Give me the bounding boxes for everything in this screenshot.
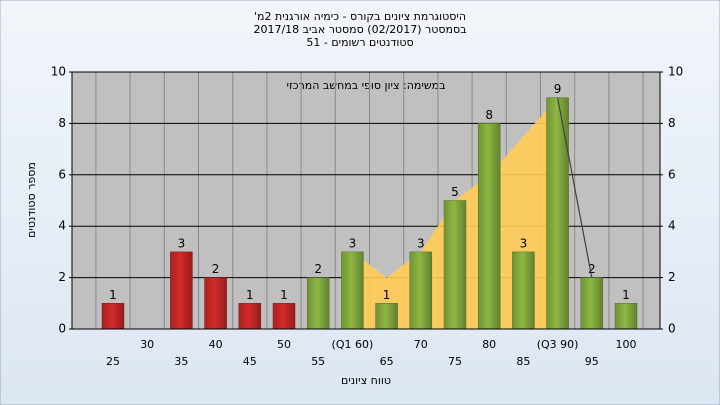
x-tick-label: 30 (140, 338, 154, 351)
line (557, 97, 593, 278)
x-tick-label: 50 (277, 338, 291, 351)
data-label: 1 (246, 288, 254, 302)
x-tick-label: 95 (585, 355, 599, 368)
plot-border (71, 71, 661, 330)
y2-tick-label: 8 (668, 116, 676, 130)
y-tick-label: 0 (58, 322, 66, 336)
y-axis-label: מספר סטודנטים (25, 162, 38, 238)
data-label: 3 (520, 236, 528, 250)
chart-title: היסטוגרמת ציונים בקורס - כימיה אורגנית 2… (254, 10, 466, 23)
data-label: 1 (622, 288, 630, 302)
bar (614, 303, 638, 330)
x-tick-label: 65 (380, 355, 394, 368)
x-tick-label: 85 (516, 355, 530, 368)
y-tick-label: 4 (58, 219, 66, 233)
data-label: 9 (554, 82, 562, 96)
x-tick-label: 80 (482, 338, 496, 351)
x-tick-label: 70 (414, 338, 428, 351)
data-label: 2 (588, 262, 596, 276)
x-tick-label: (Q3 90) (537, 338, 579, 351)
y2-tick-label: 6 (668, 167, 676, 181)
bar (375, 303, 398, 330)
bar (238, 303, 262, 330)
y-tick-label: 2 (58, 270, 66, 284)
data-label: 3 (178, 236, 186, 250)
data-label: 8 (485, 108, 493, 122)
data-label: 2 (314, 262, 322, 276)
data-label: 1 (280, 288, 288, 302)
bar (477, 123, 501, 330)
chart-subtitle: סטודנטים רשומים - 51 (306, 36, 413, 49)
data-label: 2 (212, 262, 220, 276)
bar (341, 251, 364, 330)
x-tick-label: 100 (616, 338, 637, 351)
data-label: 1 (383, 288, 391, 302)
bar (546, 97, 569, 330)
bar (443, 200, 467, 330)
bar (204, 277, 227, 330)
bar (409, 251, 433, 330)
annotation: במשימה: ציון סופי במחשב המרכזי (286, 79, 445, 92)
bar (101, 303, 125, 330)
y2-tick-label: 2 (668, 270, 676, 284)
data-label: 3 (349, 236, 357, 250)
x-tick-label: 75 (448, 355, 462, 368)
y2-tick-label: 4 (668, 219, 676, 233)
x-tick-label: 45 (243, 355, 257, 368)
bar (512, 251, 535, 330)
y-tick-label: 10 (51, 65, 66, 79)
x-tick-label: 55 (311, 355, 325, 368)
chart-subtitle: בסמסטר (02/2017) סמסטר אביב 2017/18 (253, 23, 466, 36)
bar (306, 277, 330, 330)
y-tick-label: 8 (58, 116, 66, 130)
data-label: 3 (417, 236, 425, 250)
bar (170, 251, 193, 330)
x-axis-label: טווח ציונים (341, 374, 391, 387)
x-tick-label: 35 (174, 355, 188, 368)
data-label: 5 (451, 185, 459, 199)
y2-tick-label: 0 (668, 322, 676, 336)
bar (580, 277, 604, 330)
y2-tick-label: 10 (668, 65, 683, 79)
data-label: 1 (109, 288, 117, 302)
y-tick-label: 6 (58, 167, 66, 181)
x-tick-label: (Q1 60) (332, 338, 374, 351)
x-tick-label: 40 (209, 338, 223, 351)
x-tick-label: 25 (106, 355, 120, 368)
bar (272, 303, 296, 330)
